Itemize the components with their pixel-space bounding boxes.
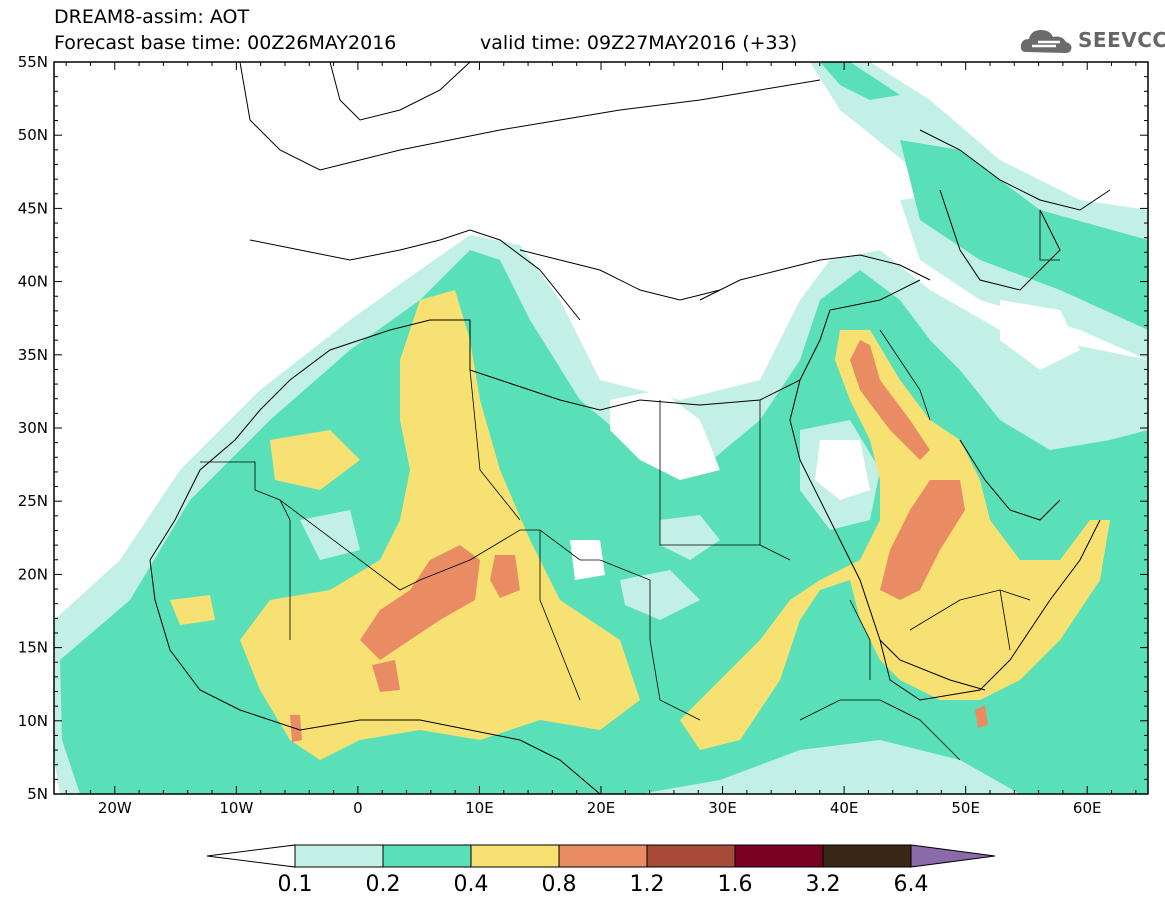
colorbar-label: 1.6 <box>718 872 753 897</box>
lon-label: 10W <box>219 799 253 817</box>
forecast-base-time: Forecast base time: 00Z26MAY2016 <box>54 32 397 54</box>
aot-contours <box>54 62 1148 794</box>
colorbar-box <box>470 844 560 868</box>
colorbar-label: 0.1 <box>278 872 313 897</box>
colorbar-label: 0.4 <box>454 872 489 897</box>
lon-label: 50E <box>951 799 980 817</box>
lat-label: 55N <box>18 53 48 71</box>
lon-label: 30E <box>708 799 737 817</box>
colorbar-box <box>734 844 824 868</box>
lat-label: 45N <box>18 199 48 217</box>
colorbar-box <box>382 844 472 868</box>
lat-label: 25N <box>18 492 48 510</box>
colorbar-label: 0.8 <box>542 872 577 897</box>
lon-label: 20W <box>98 799 132 817</box>
lat-label: 15N <box>18 639 48 657</box>
lat-label: 20N <box>18 565 48 583</box>
colorbar-box <box>822 844 912 868</box>
lon-label: 20E <box>587 799 616 817</box>
lon-label: 10E <box>465 799 494 817</box>
lat-label: 50N <box>18 126 48 144</box>
lon-label: 60E <box>1073 799 1102 817</box>
lat-label: 30N <box>18 419 48 437</box>
coastlines <box>149 62 1111 794</box>
longitude-axis: 20W 10W 0 10E 20E 30E 40E 50E 60E <box>65 62 1137 817</box>
map-title: DREAM8-assim: AOT <box>54 6 250 28</box>
valid-time: valid time: 09Z27MAY2016 (+33) <box>480 32 798 54</box>
lat-label: 40N <box>18 273 48 291</box>
latitude-axis: 55N 50N 45N 40N 35N 30N 25N 20N 15N 10N 5N <box>18 53 1148 803</box>
colorbar-label: 3.2 <box>806 872 841 897</box>
colorbar-box <box>294 844 384 868</box>
colorbar-box <box>646 844 736 868</box>
colorbar-box <box>558 844 648 868</box>
colorbar-label: 6.4 <box>894 872 929 897</box>
seevccc-logo: SEEVCCC <box>1018 22 1165 58</box>
colorbar-label: 1.2 <box>630 872 665 897</box>
lon-label: 40E <box>830 799 859 817</box>
colorbar: 0.1 0.2 0.4 0.8 1.2 1.6 3.2 6.4 <box>206 844 996 897</box>
colorbar-under-arrow <box>206 844 296 868</box>
colorbar-label: 0.2 <box>366 872 401 897</box>
lat-label: 5N <box>27 785 48 803</box>
borders <box>200 210 1060 761</box>
colorbar-over-arrow <box>910 844 996 868</box>
lon-label: 0 <box>353 799 363 817</box>
logo-text: SEEVCCC <box>1078 28 1165 52</box>
lat-label: 10N <box>18 712 48 730</box>
lat-label: 35N <box>18 346 48 364</box>
cloud-icon <box>1020 30 1072 53</box>
